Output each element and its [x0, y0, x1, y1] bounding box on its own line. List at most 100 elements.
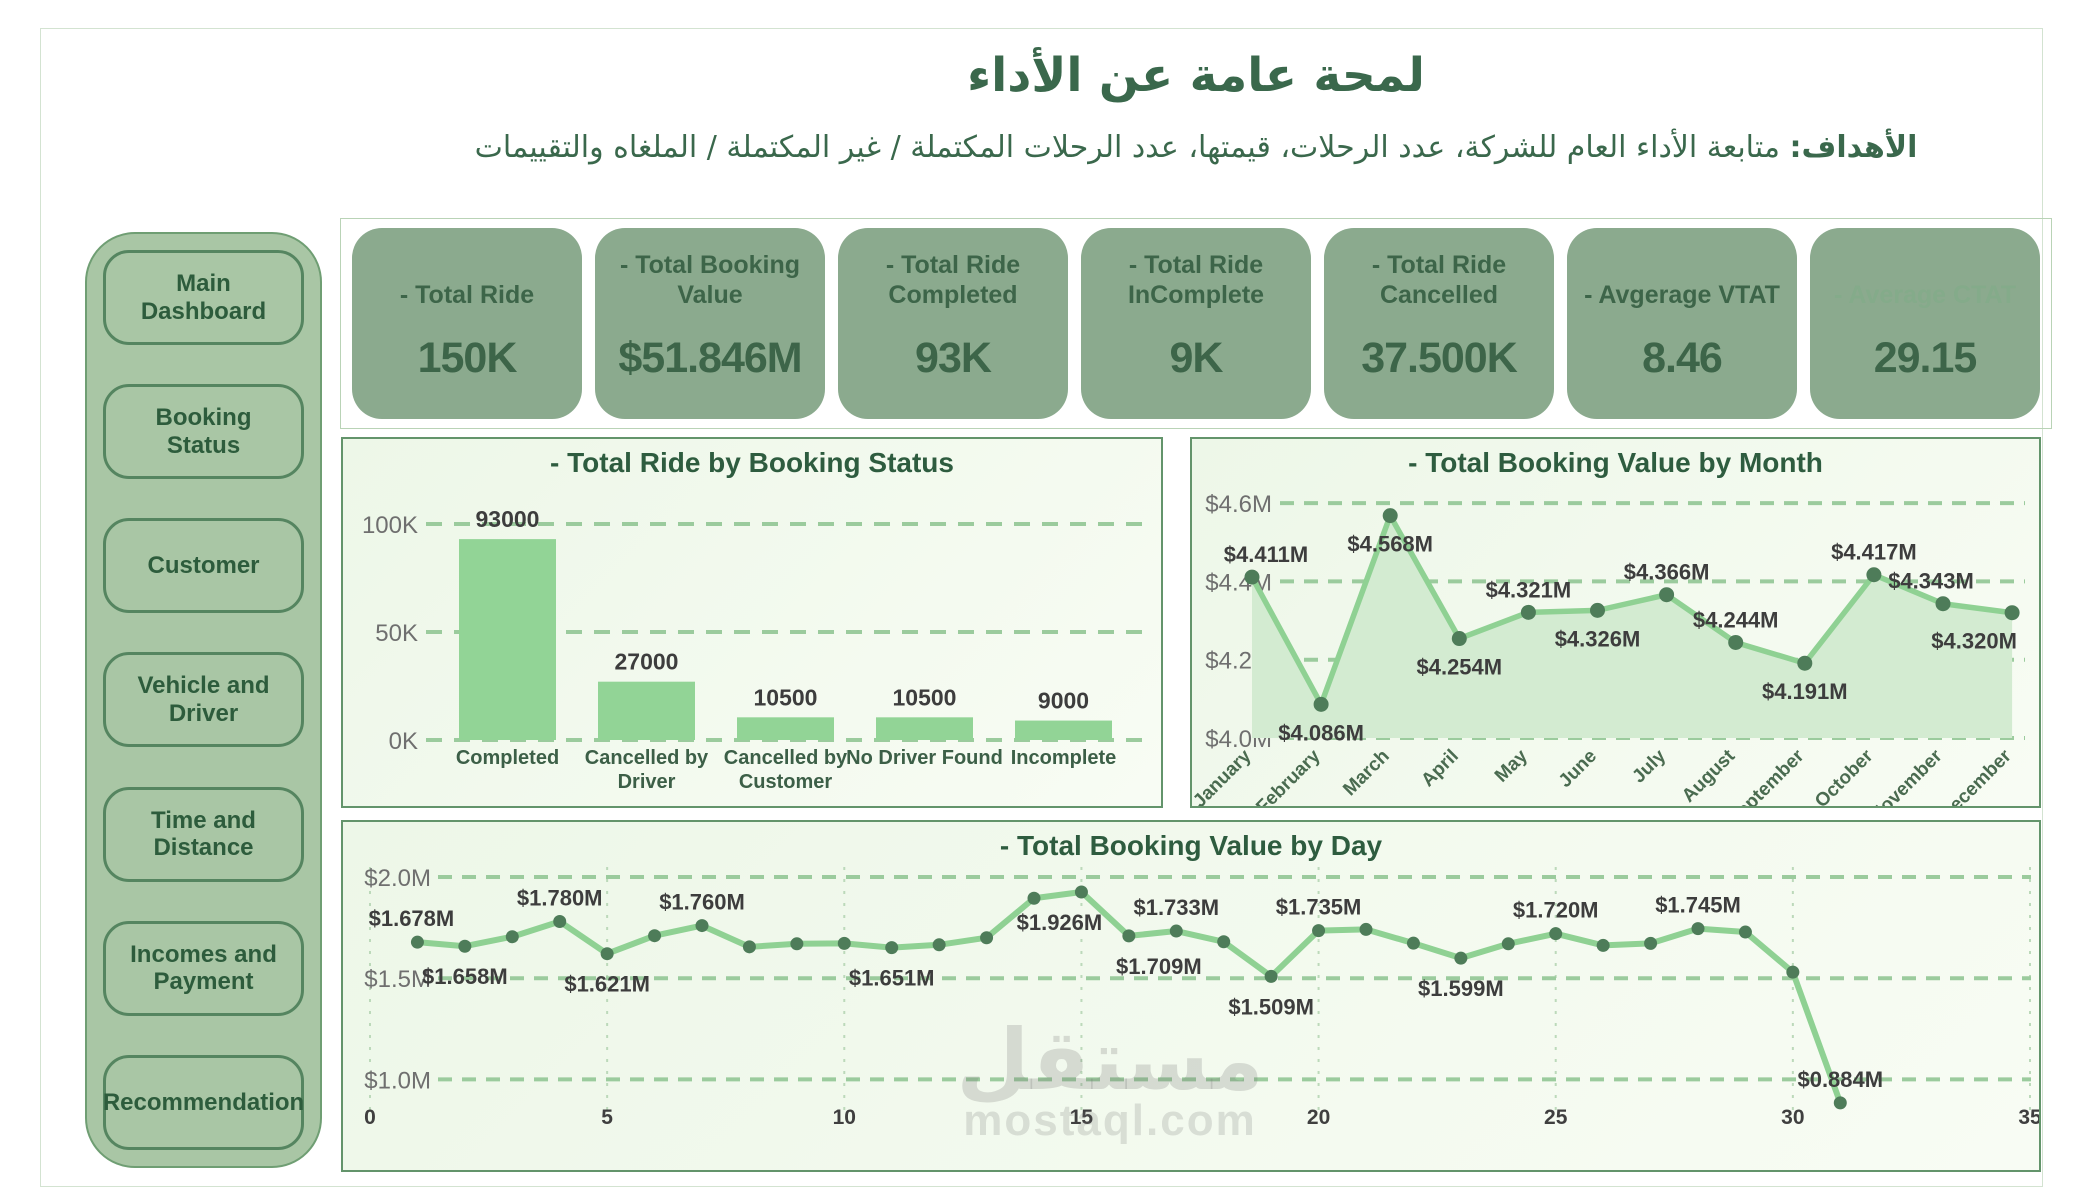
sidebar-item-time-and-distance[interactable]: Time and Distance: [103, 786, 304, 882]
svg-text:December: December: [1936, 745, 2016, 806]
kpi-value: 150K: [417, 334, 518, 382]
kpi-strip: - Total Ride 150K - Total Booking Value $51…: [340, 218, 2052, 429]
svg-text:$4.417M: $4.417M: [1831, 540, 1917, 565]
svg-text:$4.191M: $4.191M: [1762, 679, 1848, 704]
svg-text:September: September: [1724, 745, 1809, 806]
svg-text:March: March: [1339, 746, 1393, 800]
svg-text:January: January: [1192, 745, 1256, 806]
kpi-card-total-ride-incomplete: - Total Ride InComplete 9K: [1081, 228, 1311, 419]
kpi-label: - Total Ride Cancelled: [1371, 251, 1507, 309]
svg-text:$4.086M: $4.086M: [1278, 720, 1364, 745]
svg-text:November: November: [1866, 745, 1947, 806]
svg-text:$1.0M: $1.0M: [364, 1067, 431, 1094]
line-chart-value-by-day[interactable]: 0 5 10 15 20 25 30 35 $1.0M $1.5M $2.0M $1.678M $1.6…: [343, 822, 2039, 1170]
svg-text:May: May: [1491, 745, 1532, 786]
chart-title-value-by-month: - Total Booking Value by Month: [1408, 447, 1823, 478]
svg-text:$4.343M: $4.343M: [1888, 569, 1974, 594]
kpi-label: - Total Ride: [399, 281, 535, 309]
svg-text:$1.720M: $1.720M: [1513, 898, 1599, 923]
svg-text:$1.678M: $1.678M: [369, 906, 455, 931]
sidebar-item-vehicle-and-driver[interactable]: Vehicle and Driver: [103, 652, 304, 748]
svg-text:$1.509M: $1.509M: [1228, 994, 1314, 1019]
kpi-card-avgerage-vtat: - Avgerage VTAT 8.46: [1567, 228, 1797, 419]
svg-text:Driver: Driver: [618, 771, 676, 793]
bar-chart-rides-by-status[interactable]: 0K 50K 100K 93000 Completed 27000 Cancelled by…: [343, 439, 1161, 806]
sidebar-item-incomes-and-payment[interactable]: Incomes and Payment: [103, 920, 304, 1016]
svg-text:$1.733M: $1.733M: [1133, 895, 1219, 920]
svg-text:15: 15: [1070, 1106, 1094, 1129]
svg-text:$1.651M: $1.651M: [849, 966, 935, 991]
svg-text:$1.621M: $1.621M: [564, 972, 650, 997]
svg-text:$0.884M: $0.884M: [1797, 1067, 1883, 1092]
kpi-label: - Total Booking Value: [619, 251, 801, 309]
sidebar-item-main-dashboard[interactable]: Main Dashboard: [103, 250, 304, 345]
kpi-value: $51.846M: [618, 334, 802, 382]
kpi-label: - Average CTAT: [1834, 281, 2016, 309]
svg-text:June: June: [1555, 746, 1601, 792]
svg-text:Completed: Completed: [456, 747, 559, 769]
svg-text:August: August: [1678, 745, 1740, 806]
svg-text:10: 10: [833, 1106, 856, 1129]
kpi-card-average-ctat: - Average CTAT 29.15: [1810, 228, 2040, 419]
kpi-value: 9K: [1169, 334, 1224, 382]
chart-panel-value-by-month: - Total Booking Value by Month $4.0M $4.2…: [1190, 437, 2041, 808]
svg-text:$2.0M: $2.0M: [364, 865, 431, 892]
svg-text:50K: 50K: [375, 620, 418, 647]
svg-text:$4.326M: $4.326M: [1555, 626, 1641, 651]
kpi-card-total-ride-completed: - Total Ride Completed 93K: [838, 228, 1068, 419]
svg-text:No Driver Found: No Driver Found: [846, 747, 1003, 769]
svg-text:$1.5M: $1.5M: [364, 966, 431, 993]
kpi-card-total-booking-value: - Total Booking Value $51.846M: [595, 228, 825, 419]
kpi-card-total-ride-cancelled: - Total Ride Cancelled 37.500K: [1324, 228, 1554, 419]
kpi-label: - Avgerage VTAT: [1584, 281, 1780, 309]
page-title: لمحة عامة عن الأداء: [967, 48, 1425, 103]
svg-text:Customer: Customer: [739, 771, 833, 793]
svg-text:9000: 9000: [1038, 688, 1089, 714]
kpi-label: - Total Ride Completed: [885, 251, 1021, 309]
sidebar-item-booking-status[interactable]: Booking Status: [103, 384, 304, 480]
chart-panel-value-by-day: - Total Booking Value by Day 0 5 10 15 20 25 3…: [341, 820, 2041, 1172]
kpi-value: 93K: [915, 334, 992, 382]
svg-text:$4.244M: $4.244M: [1693, 607, 1779, 632]
svg-text:$4.366M: $4.366M: [1624, 560, 1710, 585]
chart-title-booking-status: - Total Ride by Booking Status: [550, 447, 954, 478]
svg-text:0K: 0K: [389, 728, 418, 755]
svg-text:Cancelled by: Cancelled by: [585, 747, 709, 769]
sidebar-item-customer[interactable]: Customer: [103, 518, 304, 614]
svg-text:93000: 93000: [476, 506, 540, 532]
sidebar: Main Dashboard Booking Status Customer Vehi…: [85, 232, 322, 1168]
kpi-value: 8.46: [1642, 334, 1723, 382]
svg-text:October: October: [1811, 745, 1878, 806]
svg-text:April: April: [1417, 746, 1462, 791]
svg-text:$1.760M: $1.760M: [659, 890, 745, 915]
svg-text:$1.658M: $1.658M: [422, 964, 508, 989]
svg-text:25: 25: [1544, 1106, 1568, 1129]
sidebar-item-recommendation[interactable]: Recommendation: [103, 1054, 304, 1150]
svg-text:July: July: [1628, 745, 1670, 787]
kpi-card-total-ride: - Total Ride 150K: [352, 228, 582, 419]
svg-text:27000: 27000: [615, 649, 679, 675]
chart-panel-booking-status: - Total Ride by Booking Status 0K 50K 100K…: [341, 437, 1163, 808]
area-chart-value-by-month[interactable]: $4.0M$4.2M$4.4M$4.6M$4.411MJanuary$4.086…: [1192, 439, 2039, 806]
svg-text:10500: 10500: [754, 684, 818, 710]
kpi-label: - Total Ride InComplete: [1127, 251, 1265, 309]
page-subtitle: الأهداف: متابعة الأداء العام للشركة، عدد…: [340, 130, 2052, 165]
svg-text:0: 0: [364, 1106, 376, 1129]
svg-text:30: 30: [1781, 1106, 1804, 1129]
svg-text:$1.599M: $1.599M: [1418, 976, 1504, 1001]
svg-text:$4.6M: $4.6M: [1205, 491, 1272, 518]
svg-text:100K: 100K: [362, 512, 418, 539]
svg-text:$4.411M: $4.411M: [1224, 542, 1308, 567]
svg-text:$4.568M: $4.568M: [1347, 532, 1433, 557]
svg-text:$4.320M: $4.320M: [1931, 629, 2017, 654]
svg-text:5: 5: [601, 1106, 613, 1129]
svg-text:10500: 10500: [893, 684, 957, 710]
svg-text:$1.745M: $1.745M: [1655, 893, 1741, 918]
svg-text:Cancelled by: Cancelled by: [724, 747, 848, 769]
subtitle-text: متابعة الأداء العام للشركة، عدد الرحلات،…: [474, 130, 1780, 165]
kpi-value: 29.15: [1873, 334, 1978, 382]
svg-text:$1.735M: $1.735M: [1276, 895, 1362, 920]
subtitle-label: الأهداف:: [1789, 130, 1918, 165]
svg-text:$4.321M: $4.321M: [1486, 577, 1572, 602]
